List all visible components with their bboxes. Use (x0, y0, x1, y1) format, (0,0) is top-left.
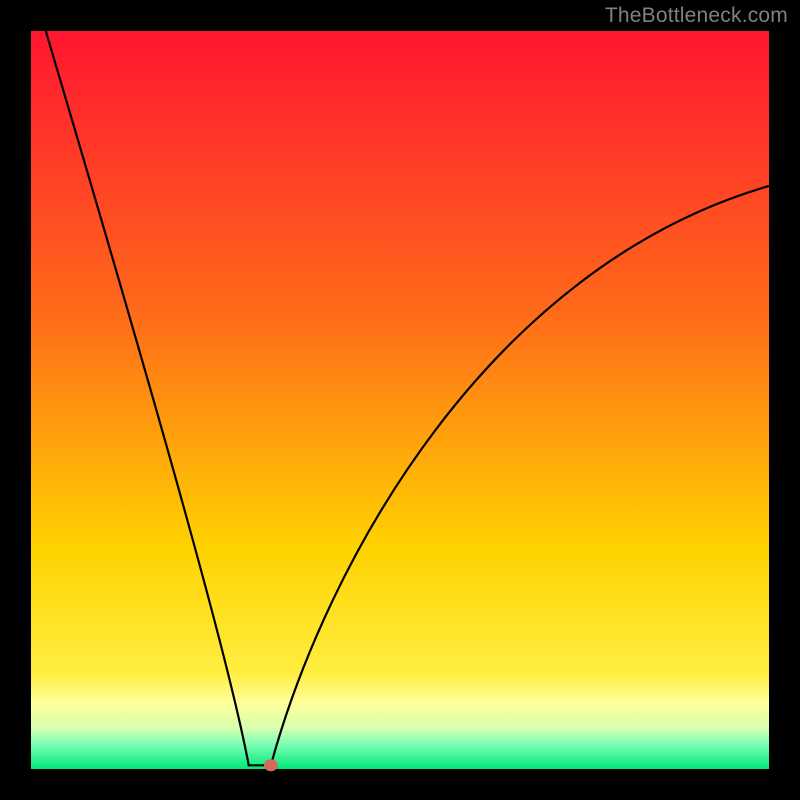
chart-frame: TheBottleneck.com (0, 0, 800, 800)
plot-gradient-background (31, 31, 769, 769)
bottleneck-chart (0, 0, 800, 800)
watermark-text: TheBottleneck.com (605, 4, 788, 28)
minimum-marker (264, 759, 278, 771)
